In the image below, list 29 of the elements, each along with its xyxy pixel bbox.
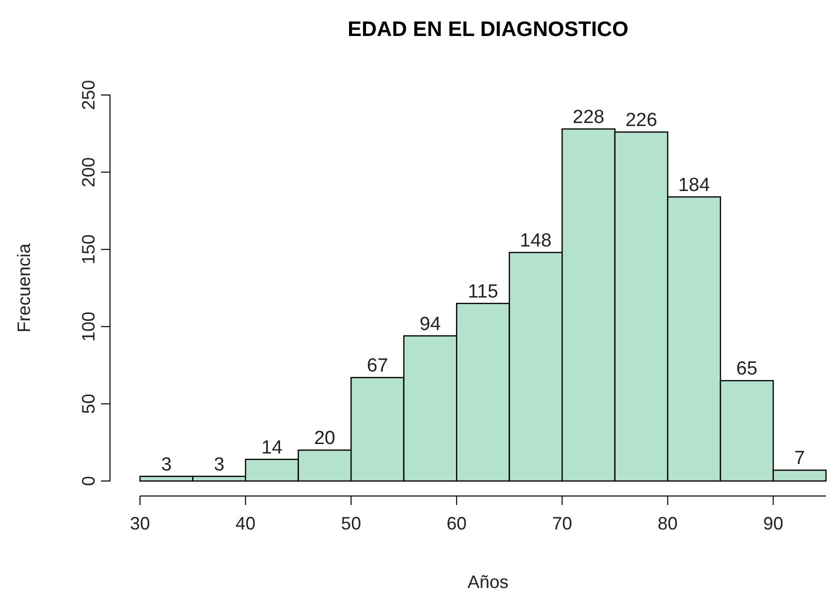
x-tick-label: 50	[341, 514, 362, 534]
data-label: 7	[794, 448, 805, 470]
x-tick-label: 60	[446, 514, 467, 534]
y-tick-label: 100	[78, 312, 98, 342]
data-label: 3	[161, 454, 172, 476]
y-tick-label: 250	[78, 80, 98, 110]
y-tick-label: 200	[78, 157, 98, 188]
x-axis-title: Años	[467, 572, 509, 592]
y-tick-label: 50	[78, 394, 98, 414]
y-tick-label: 0	[78, 476, 98, 486]
x-tick-label: 80	[658, 514, 678, 534]
data-label: 148	[520, 230, 552, 252]
x-tick-label: 90	[763, 514, 784, 534]
data-label: 20	[314, 428, 336, 450]
chart-title: EDAD EN EL DIAGNOSTICO	[348, 18, 628, 41]
data-label: 94	[420, 314, 442, 335]
x-tick-label: 30	[130, 514, 150, 534]
data-label: 67	[366, 356, 388, 377]
data-label: 228	[572, 106, 604, 128]
data-label: 226	[625, 110, 658, 132]
data-label: 3	[214, 454, 224, 476]
x-tick-label: 70	[552, 514, 572, 534]
y-axis-title: Frecuencia	[14, 242, 34, 333]
x-tick-label: 40	[236, 514, 256, 534]
data-label: 14	[261, 437, 283, 458]
y-tick-label: 150	[78, 234, 98, 264]
data-label: 115	[468, 281, 498, 302]
data-label: 65	[736, 358, 758, 380]
data-label: 184	[678, 174, 710, 196]
